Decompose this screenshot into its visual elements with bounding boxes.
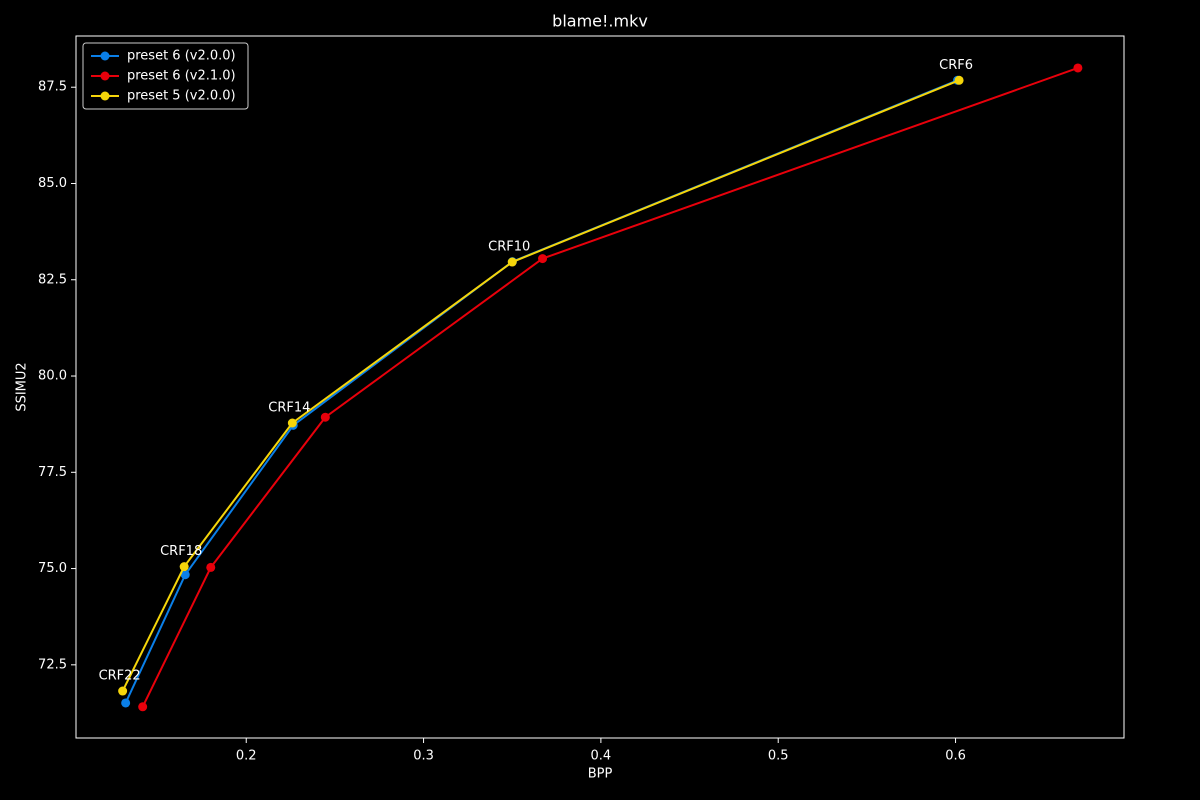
marker — [206, 562, 216, 572]
x-axis-label: BPP — [588, 767, 613, 782]
legend-label: preset 6 (v2.1.0) — [127, 69, 236, 84]
marker — [121, 698, 131, 708]
x-tick-label: 0.6 — [945, 749, 966, 764]
marker — [1073, 63, 1083, 73]
y-tick-label: 80.0 — [38, 369, 67, 384]
point-label: CRF18 — [160, 544, 202, 559]
point-label: CRF10 — [488, 240, 530, 255]
series-line — [124, 79, 958, 704]
marker — [954, 75, 964, 85]
y-tick-label: 85.0 — [38, 176, 67, 191]
y-tick-label: 77.5 — [38, 465, 67, 480]
x-tick-label: 0.5 — [768, 749, 789, 764]
legend-marker — [100, 71, 110, 81]
marker — [538, 254, 548, 264]
marker — [507, 257, 517, 267]
legend-label: preset 6 (v2.0.0) — [127, 49, 236, 64]
point-label: CRF22 — [99, 669, 141, 684]
x-tick-label: 0.2 — [236, 749, 257, 764]
chart-title: blame!.mkv — [552, 12, 648, 31]
legend-marker — [100, 51, 110, 61]
legend-box — [82, 42, 249, 110]
x-tick-label: 0.4 — [591, 749, 612, 764]
marker — [180, 570, 190, 580]
y-tick-label: 75.0 — [38, 561, 67, 576]
y-tick-label: 87.5 — [38, 80, 67, 95]
plot-frame — [75, 35, 1125, 739]
marker — [118, 686, 128, 696]
point-label: CRF14 — [268, 401, 310, 416]
legend-label: preset 5 (v2.0.0) — [127, 89, 236, 104]
y-tick-label: 72.5 — [38, 657, 67, 672]
legend-marker — [100, 91, 110, 101]
marker — [287, 418, 297, 428]
marker — [320, 412, 330, 422]
point-label: CRF6 — [939, 58, 973, 73]
marker — [138, 702, 148, 712]
marker — [179, 562, 189, 572]
y-axis-label: SSIMU2 — [15, 362, 30, 411]
series-line — [121, 79, 960, 692]
series-line — [141, 67, 1079, 708]
x-tick-label: 0.3 — [413, 749, 434, 764]
y-tick-label: 82.5 — [38, 272, 67, 287]
